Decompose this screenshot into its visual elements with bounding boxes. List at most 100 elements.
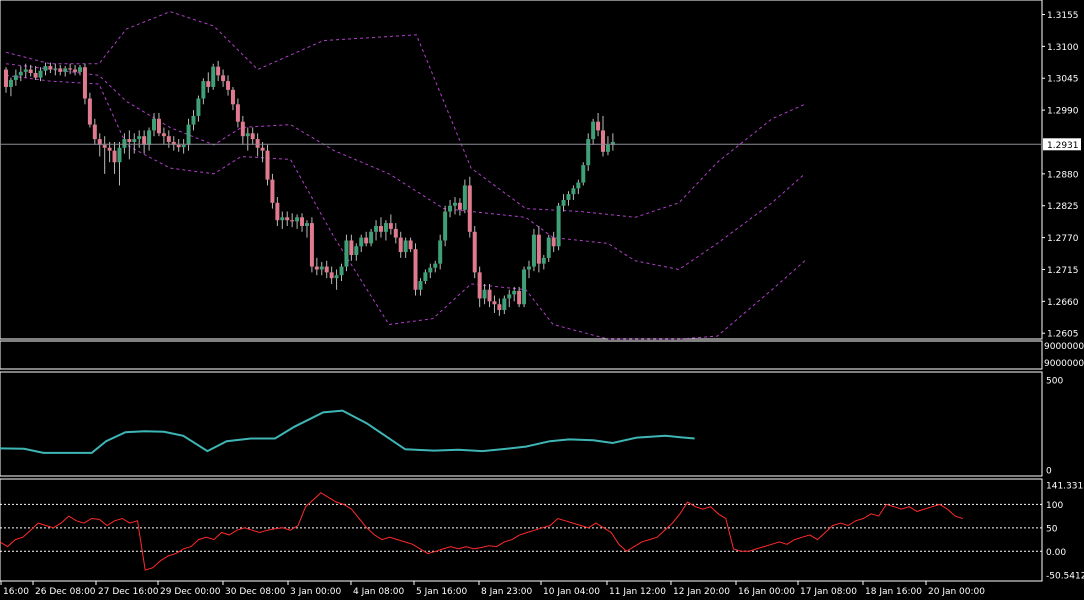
bollinger-upper xyxy=(5,11,806,218)
candle-body xyxy=(4,69,8,87)
candle-body xyxy=(255,139,260,148)
candle-body xyxy=(156,118,161,134)
candle-body xyxy=(107,147,112,151)
time-tick-label: 11 Jan 12:00 xyxy=(609,587,666,597)
candle-body xyxy=(354,246,359,255)
candle-body xyxy=(152,118,157,131)
candle-body xyxy=(245,133,250,137)
candle-body xyxy=(596,121,601,131)
time-axis: 16:00 26 Dec 08:00 27 Dec 16:00 29 Dec 00:0… xyxy=(0,581,985,597)
time-tick-label: 8 Jan 23:00 xyxy=(481,587,533,597)
candle-body xyxy=(438,240,443,264)
price-tick-label: 1.2825 xyxy=(1047,202,1079,212)
time-tick-label: 12 Jan 20:00 xyxy=(673,587,730,597)
candle-body xyxy=(97,139,102,145)
candle-body xyxy=(314,266,319,270)
indicator-panel[interactable] xyxy=(0,371,1043,477)
volume-tick-label: 9000000 xyxy=(1044,359,1084,369)
candle-body xyxy=(507,294,512,299)
candle-body xyxy=(329,272,334,279)
candle-body xyxy=(73,69,78,72)
candle-body xyxy=(260,147,265,151)
candle-body xyxy=(33,73,38,78)
price-tick-label: 1.2660 xyxy=(1047,298,1079,308)
candle-body xyxy=(502,298,507,311)
indicator-series-line xyxy=(0,409,695,454)
candle-body xyxy=(566,194,571,200)
candle-body xyxy=(536,234,541,264)
candle-body xyxy=(8,79,13,87)
price-panel[interactable] xyxy=(0,0,1043,340)
candle-body xyxy=(226,81,231,90)
candle-body xyxy=(38,70,43,78)
candle-body xyxy=(295,217,300,222)
candle-body xyxy=(433,263,438,268)
price-tick-label: 1.2605 xyxy=(1047,330,1079,340)
candle-body xyxy=(581,165,586,183)
candle-body xyxy=(408,240,413,250)
candle-body xyxy=(551,237,556,247)
time-tick-label: 16 Jan 00:00 xyxy=(738,587,795,597)
candle-body xyxy=(235,104,240,122)
candle-body xyxy=(364,237,369,244)
candle-body xyxy=(522,269,527,305)
candle-body xyxy=(339,266,344,276)
candle-body xyxy=(443,211,448,241)
oscillator-tick-label: 0.00 xyxy=(1046,548,1066,558)
candle-body xyxy=(428,267,433,273)
bollinger-bands xyxy=(5,11,806,340)
oscillator-line: 141.3313 100 50 0.00 -50.5412 xyxy=(0,482,1084,582)
candle-body xyxy=(216,66,221,76)
candle-body xyxy=(605,144,610,152)
candle-body xyxy=(270,179,275,203)
candle-body xyxy=(418,281,423,290)
candle-body xyxy=(92,124,97,140)
candle-body xyxy=(127,139,132,142)
candle-body xyxy=(541,257,546,264)
time-tick-label: 27 Dec 16:00 xyxy=(98,587,159,597)
candle-body xyxy=(546,237,551,258)
candle-body xyxy=(492,301,497,305)
candle-body xyxy=(472,231,477,273)
candle-body xyxy=(448,205,453,212)
price-tick-label: 1.3045 xyxy=(1047,75,1079,85)
time-tick-label: 3 Jan 00:00 xyxy=(290,587,342,597)
candle-body xyxy=(68,68,73,70)
time-tick-label: 26 Dec 08:00 xyxy=(35,587,96,597)
candle-body xyxy=(265,150,270,180)
candle-body xyxy=(23,69,28,72)
candle-body xyxy=(285,217,290,221)
bollinger-lower xyxy=(5,74,806,340)
time-tick-label: 17 Jan 08:00 xyxy=(800,587,857,597)
candle-body xyxy=(378,226,383,232)
candle-body xyxy=(512,290,517,295)
oscillator-panel[interactable] xyxy=(0,478,1043,582)
candle-body xyxy=(161,133,166,137)
candle-body xyxy=(349,240,354,255)
candle-body xyxy=(275,202,280,221)
candle-body xyxy=(28,69,33,74)
candle-body xyxy=(211,66,216,87)
time-tick-label: 18 Jan 16:00 xyxy=(865,587,922,597)
candle-body xyxy=(393,228,398,238)
candle-body xyxy=(142,136,147,145)
candle-body xyxy=(388,223,393,229)
candle-body xyxy=(58,68,63,72)
price-tick-label: 1.2880 xyxy=(1047,170,1079,180)
candle-body xyxy=(482,289,487,299)
candle-body xyxy=(87,98,92,125)
volume-axis: 9000000 9000000 xyxy=(1044,342,1084,369)
oscillator-tick-label: -50.5412 xyxy=(1046,572,1084,582)
price-tick-label: 1.2770 xyxy=(1047,234,1079,244)
candle-body xyxy=(398,237,403,253)
candles xyxy=(4,60,615,316)
candle-body xyxy=(206,81,211,87)
volume-panel[interactable] xyxy=(0,340,1043,370)
candle-body xyxy=(166,136,171,142)
candle-body xyxy=(191,115,196,125)
oscillator-tick-label: 141.3313 xyxy=(1046,482,1084,492)
time-tick-label: 16:00 xyxy=(3,587,29,597)
candle-body xyxy=(18,71,23,76)
candle-body xyxy=(610,141,615,145)
